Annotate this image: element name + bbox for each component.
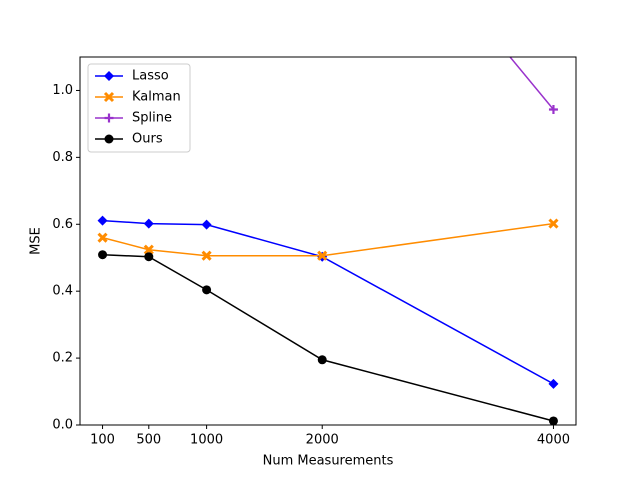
marker — [143, 244, 154, 255]
marker — [202, 285, 212, 295]
legend-label: Spline — [132, 111, 172, 126]
plot-area — [97, 57, 559, 425]
marker — [548, 105, 558, 115]
marker — [104, 71, 114, 81]
y-axis-label: MSE — [29, 227, 44, 255]
marker — [103, 91, 115, 103]
marker — [104, 113, 114, 123]
marker — [144, 252, 154, 262]
marker — [317, 250, 328, 261]
marker — [201, 219, 212, 230]
plot-frame — [79, 56, 577, 426]
y-tick-label: 1.0 — [52, 83, 73, 98]
y-tick-label: 0.8 — [52, 150, 73, 165]
x-axis-label: Num Measurements — [263, 454, 394, 469]
x-tick-label: 500 — [136, 433, 161, 448]
marker — [104, 134, 114, 144]
marker — [143, 218, 154, 229]
marker — [548, 378, 559, 389]
y-tick-label: 0.4 — [52, 284, 73, 299]
legend-label: Lasso — [132, 69, 169, 84]
marker — [97, 215, 108, 226]
marker — [201, 250, 212, 261]
y-tick-label: 0.2 — [52, 351, 73, 366]
legend-label: Kalman — [132, 90, 181, 105]
series-line — [102, 253, 554, 422]
x-tick-label: 4000 — [537, 433, 570, 448]
legend-label: Ours — [132, 132, 163, 147]
y-tick-label: 0.0 — [52, 418, 73, 433]
legend-box — [87, 63, 191, 153]
x-tick-label: 100 — [90, 433, 115, 448]
marker — [548, 416, 558, 425]
marker — [98, 250, 108, 260]
marker — [317, 355, 327, 365]
y-tick-label: 0.6 — [52, 217, 73, 232]
marker — [548, 218, 559, 229]
x-tick-label: 2000 — [306, 433, 339, 448]
series-line — [102, 222, 554, 257]
marker — [97, 232, 108, 243]
series-line — [102, 219, 554, 385]
series-line — [509, 57, 555, 111]
x-tick-label: 1000 — [190, 433, 223, 448]
